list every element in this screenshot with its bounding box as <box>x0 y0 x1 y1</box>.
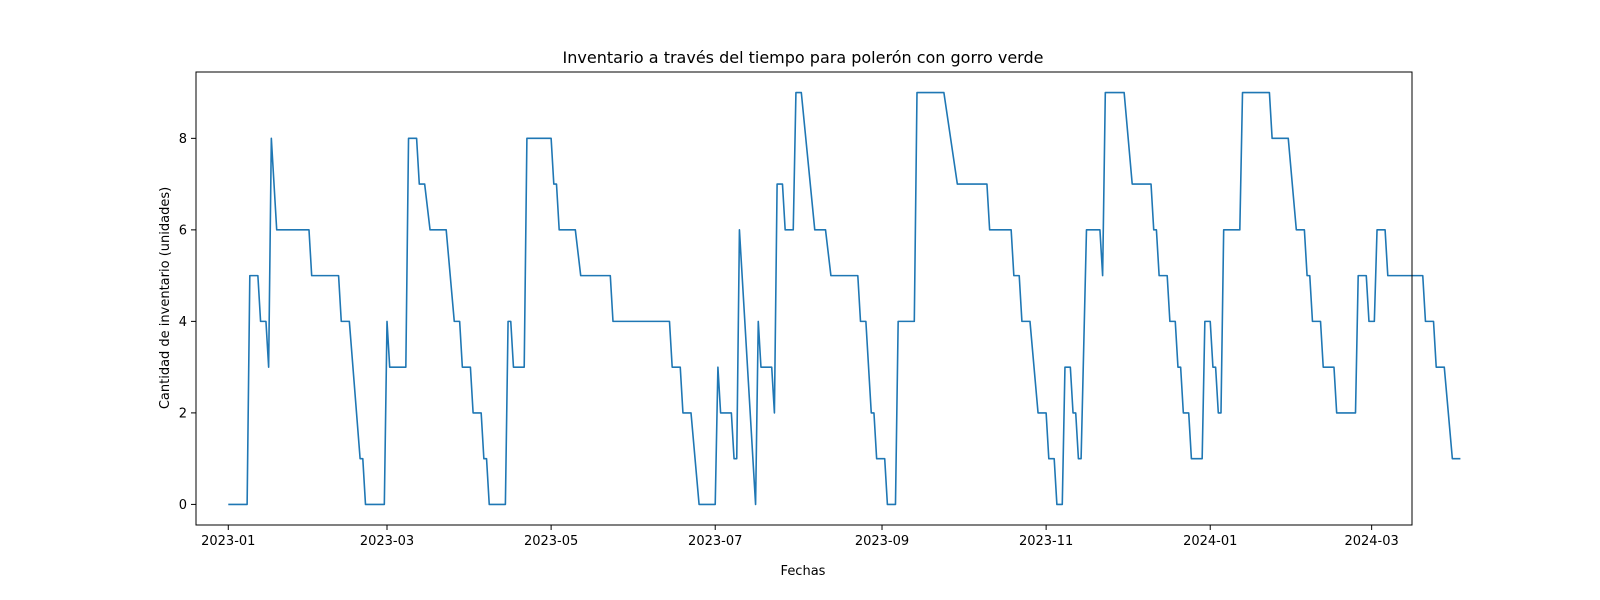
x-tick-label: 2023-05 <box>524 534 578 549</box>
y-axis-label: Cantidad de inventario (unidades) <box>158 187 173 409</box>
x-tick-label: 2023-03 <box>360 534 414 549</box>
y-tick-label: 0 <box>179 498 187 513</box>
y-tick-label: 6 <box>179 223 187 238</box>
chart-title: Inventario a través del tiempo para pole… <box>563 48 1044 67</box>
y-axis: 0 2 4 6 8 <box>179 132 196 513</box>
x-tick-label: 2023-01 <box>201 534 255 549</box>
x-tick-label: 2024-01 <box>1183 534 1237 549</box>
x-axis: 2023-01 2023-03 2023-05 2023-07 2023-09 2023-… <box>201 525 1399 549</box>
y-tick-label: 2 <box>179 406 187 421</box>
series-line <box>228 91 1461 506</box>
y-tick-label: 8 <box>179 132 187 147</box>
plot-frame <box>195 71 1413 526</box>
x-tick-label: 2023-09 <box>855 534 909 549</box>
x-tick-label: 2023-11 <box>1019 534 1073 549</box>
plot-area <box>228 91 1461 506</box>
x-axis-label: Fechas <box>781 564 826 579</box>
x-tick-label: 2024-03 <box>1344 534 1398 549</box>
x-tick-label: 2023-07 <box>688 534 742 549</box>
y-tick-label: 4 <box>179 315 187 330</box>
